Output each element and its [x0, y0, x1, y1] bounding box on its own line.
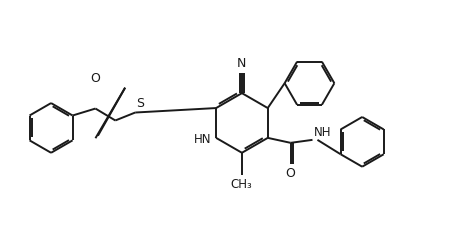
- Text: CH₃: CH₃: [230, 178, 252, 191]
- Text: HN: HN: [194, 133, 211, 146]
- Text: N: N: [237, 57, 246, 70]
- Text: O: O: [91, 72, 100, 85]
- Text: NH: NH: [313, 126, 331, 139]
- Text: S: S: [136, 96, 144, 110]
- Text: O: O: [286, 167, 295, 180]
